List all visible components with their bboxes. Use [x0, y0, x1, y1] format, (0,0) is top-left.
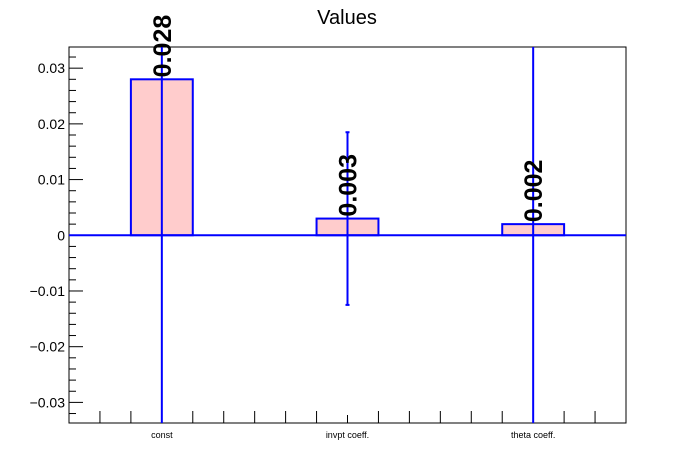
chart-title: Values	[317, 7, 377, 29]
y-tick-label: −0.03	[30, 394, 66, 410]
x-category-label: invpt coeff.	[326, 430, 369, 440]
y-tick-label: 0.03	[38, 60, 65, 76]
error-bars	[160, 47, 535, 423]
data-label: 0.028	[149, 15, 177, 78]
y-tick-label: 0.02	[38, 116, 65, 132]
data-labels: 0.028 0.003 0.002	[149, 15, 548, 222]
data-label: 0.003	[335, 154, 363, 217]
y-tick-label: −0.02	[30, 339, 66, 355]
y-tick-label: 0.01	[38, 172, 65, 188]
x-category-label: const	[151, 430, 173, 440]
y-tick-label: −0.01	[30, 283, 66, 299]
x-category-label: theta coeff.	[511, 430, 555, 440]
y-tick-label: 0	[57, 227, 65, 243]
data-label: 0.002	[520, 160, 548, 223]
